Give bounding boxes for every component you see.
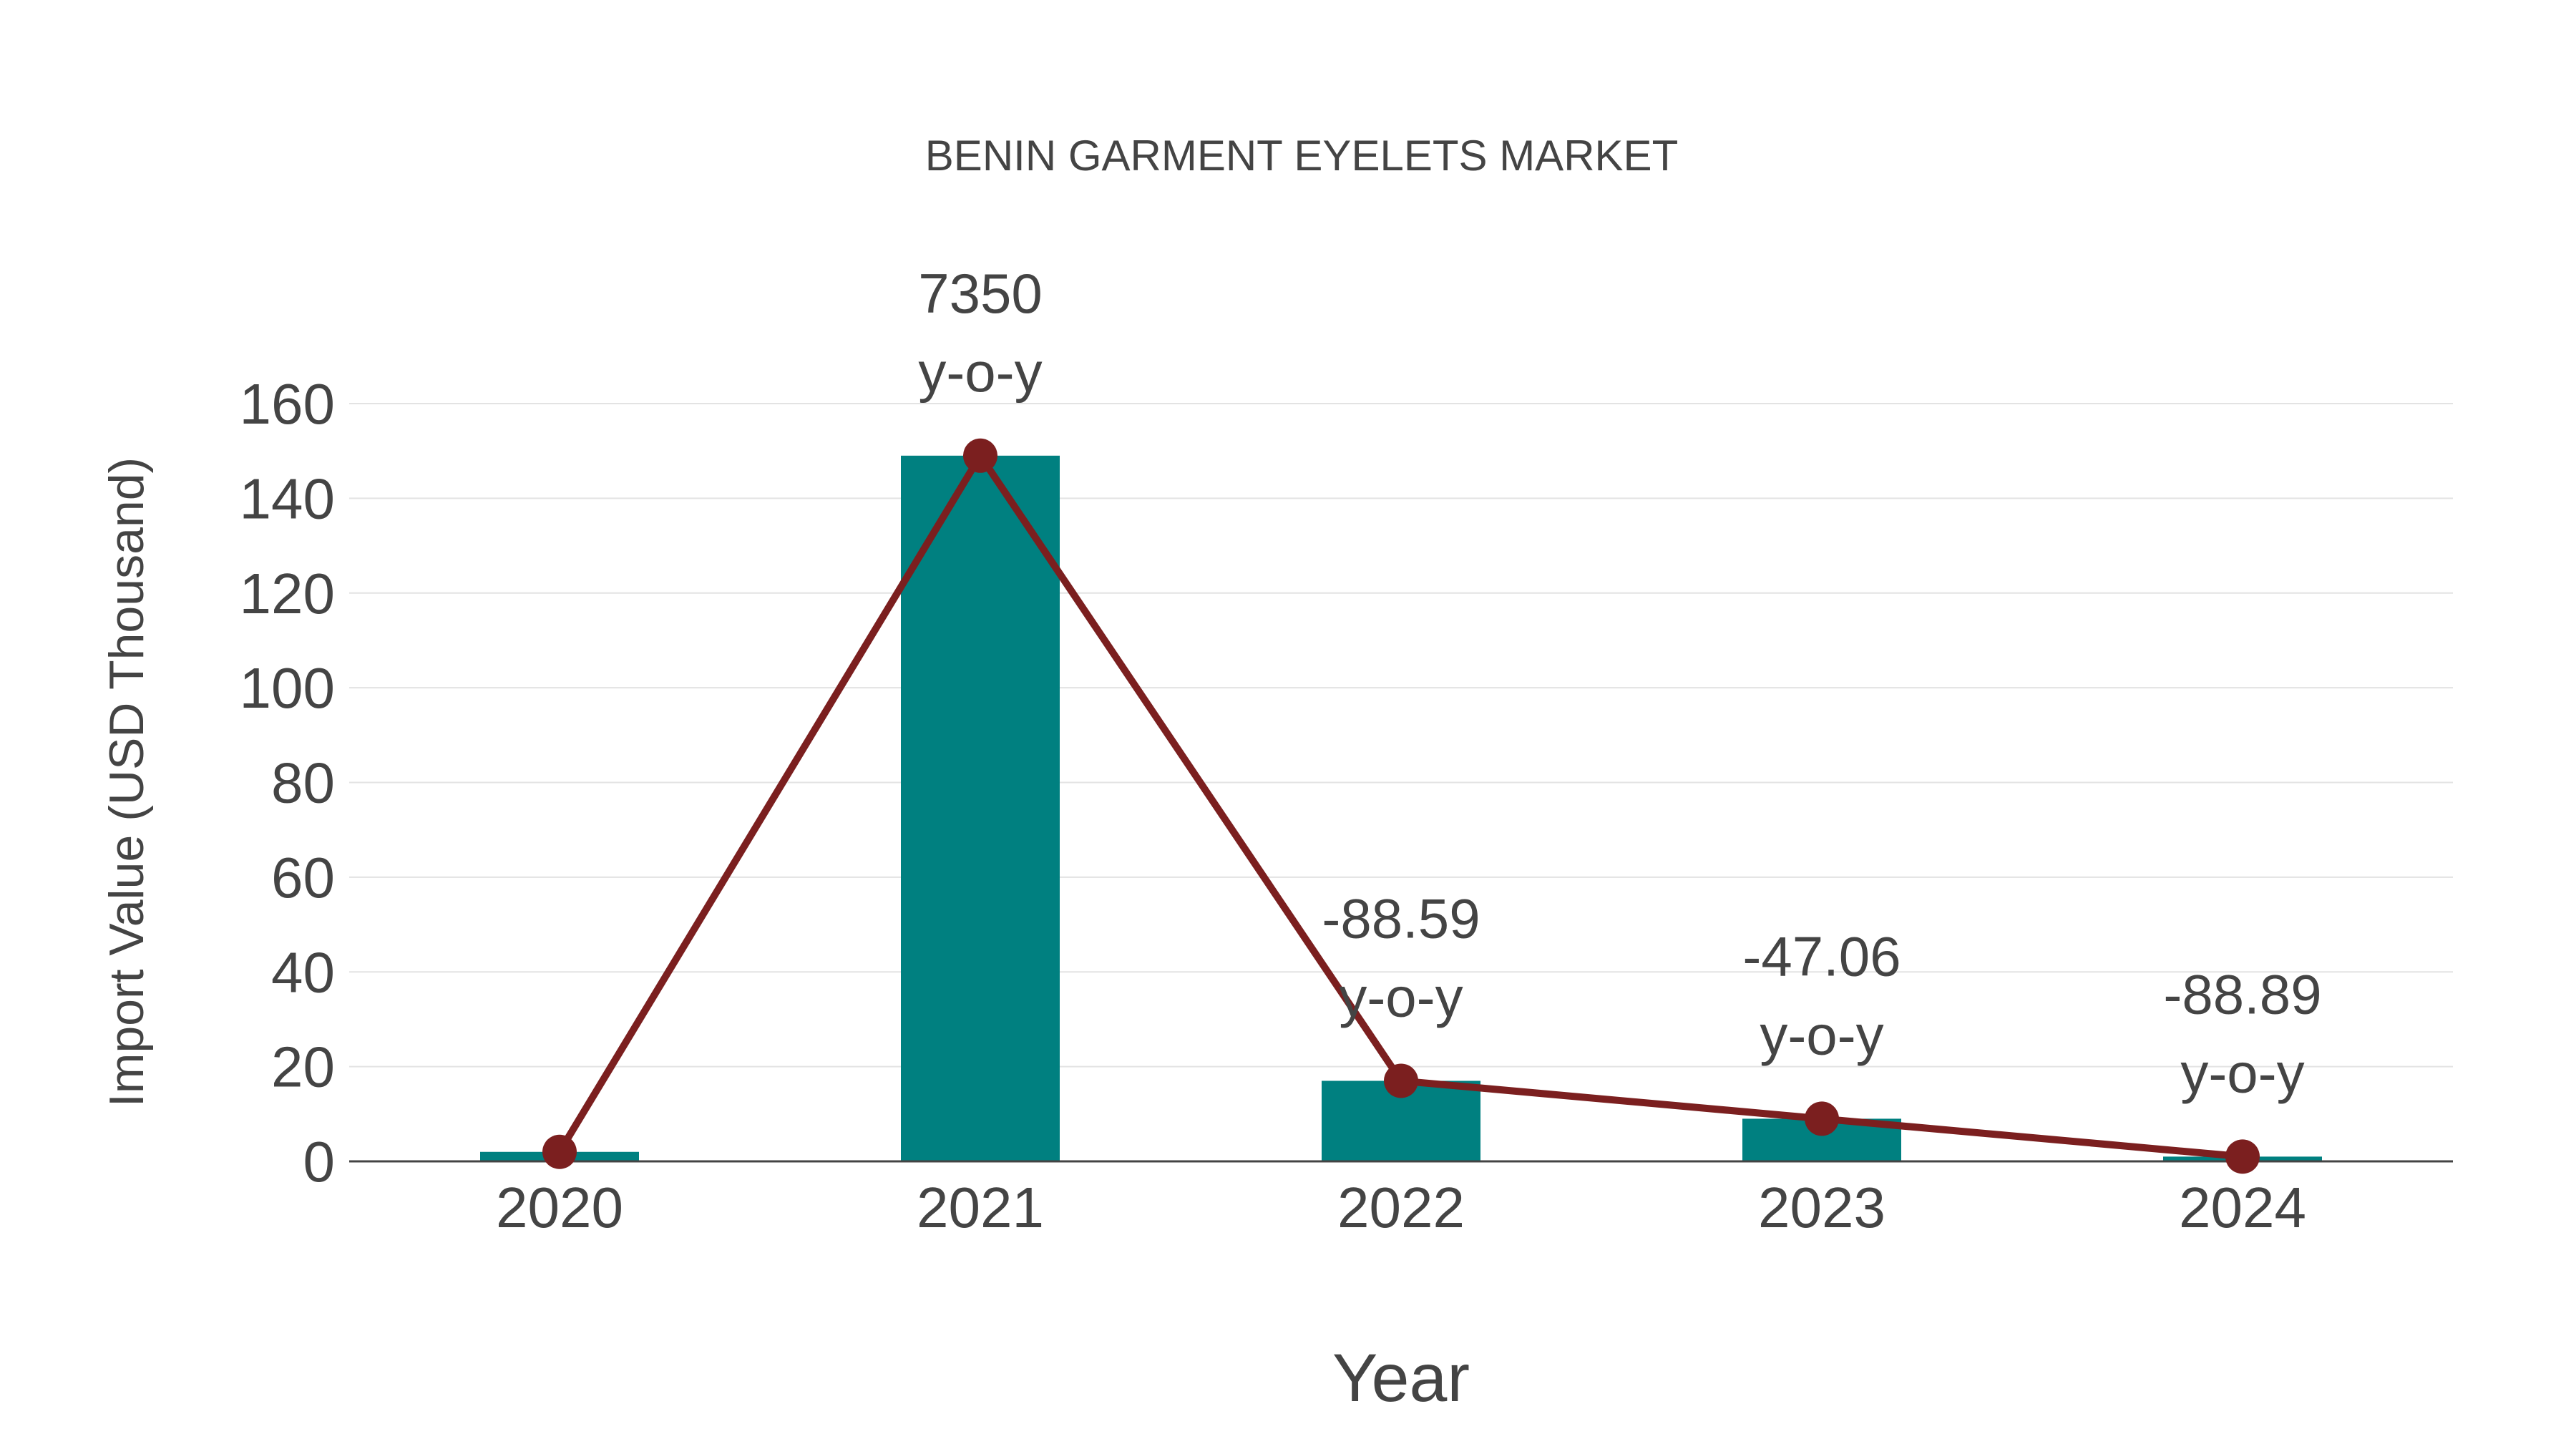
- trend-point: [1805, 1101, 1839, 1136]
- trend-point: [963, 438, 997, 473]
- x-tick-label: 2024: [2179, 1176, 2306, 1239]
- y-tick-label: 0: [303, 1130, 336, 1194]
- bar: [901, 455, 1060, 1161]
- x-tick-label: 2023: [1758, 1176, 1885, 1239]
- chart-title: BENIN GARMENT EYELETS MARKET: [925, 132, 1678, 180]
- y-tick-label: 20: [271, 1035, 335, 1099]
- y-tick-label: 100: [240, 656, 335, 720]
- trend-point: [1384, 1063, 1418, 1098]
- x-axis-title: Year: [1332, 1340, 1470, 1416]
- annotation-suffix: y-o-y: [918, 341, 1042, 404]
- annotation-suffix: y-o-y: [1339, 965, 1463, 1028]
- trend-line: [542, 438, 2260, 1174]
- y-tick-label: 120: [240, 562, 335, 625]
- y-tick-label: 140: [240, 467, 335, 530]
- y-tick-label: 80: [271, 751, 335, 815]
- bars: [480, 455, 2322, 1161]
- annotation-value: -88.59: [1322, 887, 1480, 950]
- y-tick-label: 160: [240, 372, 335, 436]
- trend-point: [2225, 1139, 2260, 1174]
- x-tick-label: 2020: [496, 1176, 623, 1239]
- trend-point: [542, 1134, 577, 1169]
- x-tick-label: 2022: [1337, 1176, 1465, 1239]
- annotation-value: -47.06: [1742, 924, 1901, 987]
- labels: 0 20 40 60 80 100 120 140 160 2020 2021 2022 2023 202…: [240, 262, 2322, 1239]
- x-tick-label: 2021: [917, 1176, 1044, 1239]
- y-tick-label: 60: [271, 846, 335, 909]
- annotation-suffix: y-o-y: [1760, 1003, 1883, 1066]
- y-tick-label: 40: [271, 940, 335, 1004]
- annotation-suffix: y-o-y: [2180, 1041, 2304, 1104]
- annotation-value: 7350: [918, 262, 1043, 325]
- annotation-value: -88.89: [2163, 962, 2321, 1025]
- grid: [349, 403, 2453, 1068]
- y-axis-title: Import Value (USD Thousand): [99, 457, 154, 1107]
- trend-line-path: [556, 452, 2243, 1161]
